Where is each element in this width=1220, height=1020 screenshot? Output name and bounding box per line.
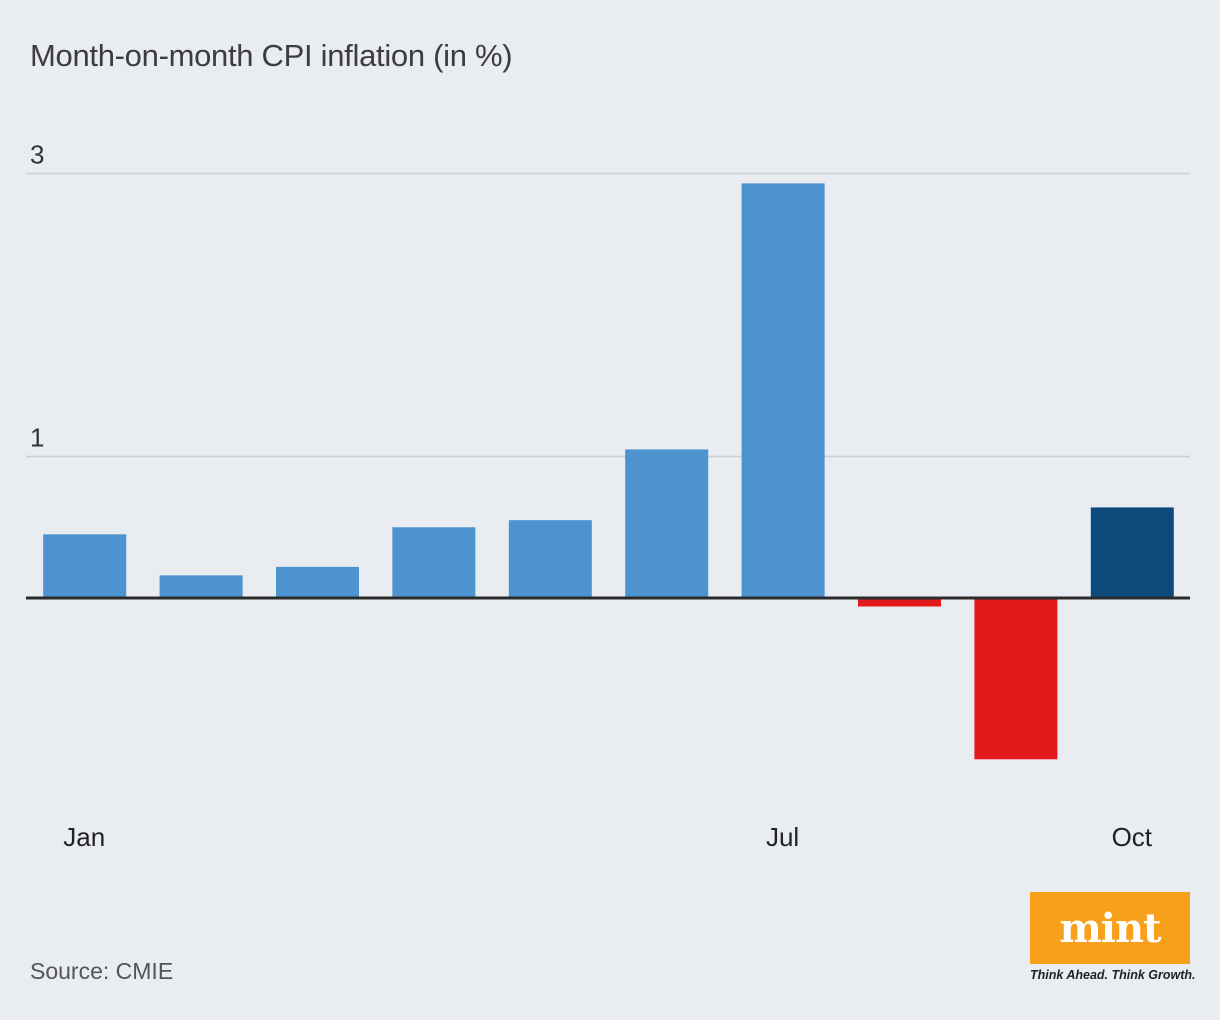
- mint-logo: mint: [1030, 892, 1190, 964]
- bar-jul: [741, 183, 825, 598]
- bar-jun: [625, 449, 709, 598]
- bar-mar: [276, 566, 359, 598]
- x-tick-labels: Jan Jul Oct: [63, 822, 1153, 852]
- bar-may: [508, 520, 592, 598]
- x-tick-label-oct: Oct: [1112, 822, 1153, 852]
- bars: [43, 183, 1174, 760]
- chart-title: Month-on-month CPI inflation (in %): [30, 38, 513, 73]
- bar-feb: [159, 575, 243, 598]
- logo-tagline: Think Ahead. Think Growth.: [1030, 968, 1196, 982]
- bar-apr: [392, 527, 476, 598]
- gridlines: [26, 172, 1190, 458]
- y-tick-label: 3: [30, 140, 44, 170]
- y-tick-labels: 13: [30, 140, 44, 453]
- bar-oct: [1090, 507, 1174, 598]
- x-tick-label-jan: Jan: [63, 822, 105, 852]
- x-tick-label-jul: Jul: [766, 822, 799, 852]
- logo-wordmark: mint: [1059, 904, 1161, 952]
- bar-sep: [974, 598, 1058, 760]
- y-tick-label: 1: [30, 423, 44, 453]
- source-note: Source: CMIE: [30, 958, 174, 984]
- bar-aug: [858, 598, 941, 607]
- bar-jan: [43, 534, 127, 598]
- bar-chart: 13 Jan Jul Oct: [26, 140, 1190, 852]
